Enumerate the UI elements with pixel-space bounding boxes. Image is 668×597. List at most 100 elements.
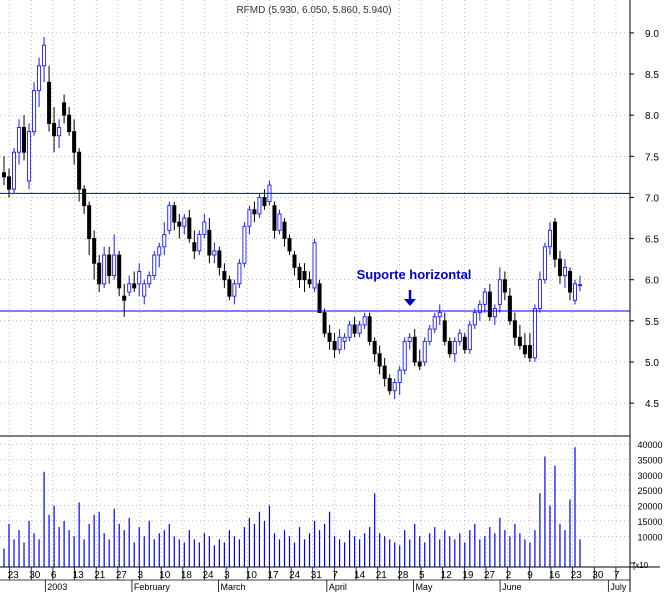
candle-body-up xyxy=(357,324,362,334)
volume-bar xyxy=(318,530,321,567)
volume-bar xyxy=(419,536,421,567)
volume-bar xyxy=(63,520,65,567)
candle xyxy=(352,316,357,338)
candle-body-up xyxy=(32,90,37,133)
volume-bar xyxy=(539,493,541,567)
volume-bar xyxy=(198,542,200,567)
candle xyxy=(347,320,352,342)
candle xyxy=(32,82,37,136)
candle xyxy=(257,193,262,218)
day-tick-label: 27 xyxy=(116,570,128,581)
volume-bar xyxy=(153,539,155,567)
volume-bar xyxy=(43,471,45,567)
candle-body-down xyxy=(317,283,322,314)
candle xyxy=(317,279,322,314)
volume-bar xyxy=(93,514,95,567)
candle xyxy=(437,304,442,325)
volume-bar xyxy=(103,533,105,567)
volume-bar xyxy=(479,539,481,567)
month-label: 2003 xyxy=(47,582,67,592)
candle-body-up xyxy=(57,127,62,137)
candle-body-up xyxy=(482,291,487,305)
candle-body-up xyxy=(257,196,262,215)
volume-tick-label: 30000 xyxy=(637,471,662,481)
day-tick-label: 23 xyxy=(8,570,20,581)
volume-bar xyxy=(3,548,5,567)
candle xyxy=(527,333,532,362)
candle-body-up xyxy=(152,254,157,277)
candle xyxy=(102,246,107,288)
candle xyxy=(212,242,217,264)
candle xyxy=(552,218,557,268)
price-tick-label: 4.5 xyxy=(645,399,659,410)
volume-bar xyxy=(158,533,160,567)
candle xyxy=(487,283,492,321)
candle-body-down xyxy=(82,188,87,207)
day-tick-label: 14 xyxy=(354,570,366,581)
candle xyxy=(502,271,507,301)
candle xyxy=(307,271,312,288)
candle-body-down xyxy=(387,377,392,392)
candle-body-down xyxy=(567,271,572,293)
volume-bar xyxy=(434,527,436,567)
volume-bar xyxy=(53,505,55,567)
volume-bar xyxy=(18,530,20,567)
candle-body-down xyxy=(297,266,302,281)
candle-body-down xyxy=(522,345,527,355)
candle xyxy=(407,333,412,350)
volume-bar xyxy=(524,539,526,567)
candle-body-up xyxy=(577,284,583,287)
volume-tick-label: 10000 xyxy=(637,532,662,542)
candle xyxy=(287,234,292,256)
candle xyxy=(127,275,132,297)
candle-body-down xyxy=(322,312,327,334)
volume-bar xyxy=(429,533,431,567)
volume-bar xyxy=(268,505,271,567)
candle-body-up xyxy=(237,262,242,285)
candle-body-up xyxy=(127,283,132,293)
volume-bar xyxy=(178,539,180,567)
volume-bar xyxy=(569,499,571,567)
candle xyxy=(57,119,62,149)
volume-bar xyxy=(489,527,491,567)
candle-body-up xyxy=(467,324,472,351)
candle-body-down xyxy=(462,336,467,351)
candle xyxy=(327,324,332,350)
candle xyxy=(247,205,252,235)
month-label: May xyxy=(415,582,433,592)
day-tick-label: 5 xyxy=(419,570,425,581)
candle xyxy=(342,333,347,350)
day-tick-label: 30 xyxy=(29,570,41,581)
candle xyxy=(387,374,392,395)
candle-body-down xyxy=(62,102,67,116)
candle xyxy=(22,115,27,161)
candle-body-up xyxy=(167,205,172,231)
day-tick-label: 28 xyxy=(397,570,409,581)
volume-bar xyxy=(223,542,225,567)
volume-bar xyxy=(243,527,246,567)
month-label: June xyxy=(502,582,522,592)
volume-bar xyxy=(574,447,576,567)
candle xyxy=(497,267,502,313)
candle xyxy=(182,213,187,235)
volume-bar xyxy=(389,539,391,567)
candle xyxy=(62,94,67,124)
volume-bar xyxy=(73,536,75,567)
candle-body-down xyxy=(272,205,277,231)
candle xyxy=(172,201,177,231)
gridlines xyxy=(0,0,630,567)
candle-body-down xyxy=(132,283,137,289)
candle-body-down xyxy=(87,205,92,240)
candle-body-down xyxy=(77,151,82,190)
price-tick-label: 5.5 xyxy=(645,317,659,328)
candle-body-down xyxy=(107,254,112,277)
volume-bar xyxy=(168,524,170,567)
price-tick-label: 6.5 xyxy=(645,235,659,246)
candle-body-down xyxy=(557,258,562,277)
candle-body-down xyxy=(217,250,222,268)
volume-bar xyxy=(509,536,511,567)
volume-tick-label: 15000 xyxy=(637,517,662,527)
candle-body-down xyxy=(447,340,452,355)
candle-body-down xyxy=(382,365,387,379)
volume-bar xyxy=(374,493,376,567)
